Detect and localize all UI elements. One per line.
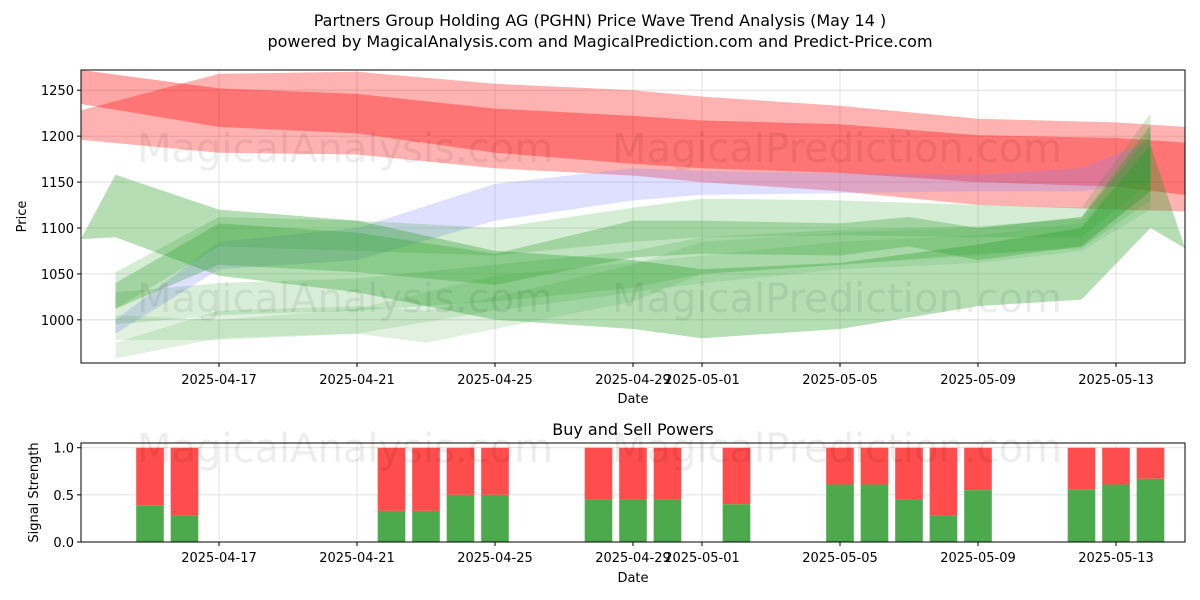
buy-bar xyxy=(170,515,199,542)
buy-bar xyxy=(964,490,992,542)
price-y-axis-label: Price xyxy=(15,201,30,233)
signal-chart-title: Buy and Sell Powers xyxy=(552,420,714,439)
signal-x-tick-label: 2025-05-13 xyxy=(1078,551,1154,566)
buy-bar xyxy=(826,484,854,542)
sell-bar xyxy=(619,447,647,500)
price-y-tick-label: 1000 xyxy=(41,314,74,329)
watermark-text: MagicalAnalysis.com xyxy=(137,126,553,172)
sell-bar xyxy=(860,447,889,485)
price-x-tick-label: 2025-04-25 xyxy=(457,373,533,388)
wave-band-green xyxy=(115,131,1151,325)
buy-bar xyxy=(1067,489,1096,542)
wave-band-green xyxy=(81,145,1185,339)
price-x-tick-label: 2025-05-05 xyxy=(802,373,878,388)
signal-y-axis-label: Signal Strength xyxy=(27,442,42,542)
signal-x-axis-label: Date xyxy=(617,571,648,586)
buy-bar xyxy=(481,494,509,542)
sell-bar xyxy=(722,447,751,505)
signal-panel: Buy and Sell Powers 2025-04-17 2025-04-21 2… xyxy=(27,420,1186,586)
wave-band-red xyxy=(81,71,1185,212)
wave-band-red xyxy=(81,70,1185,195)
signal-x-tick-label: 2025-04-29 xyxy=(595,551,671,566)
sell-bar xyxy=(826,447,854,485)
price-y-tick-label: 1100 xyxy=(41,222,74,237)
signal-x-tick-label: 2025-05-09 xyxy=(940,551,1016,566)
price-x-tick-label: 2025-05-01 xyxy=(664,373,740,388)
sell-bar xyxy=(584,447,613,500)
price-y-tick-label: 1050 xyxy=(41,268,74,283)
watermark-text: MagicalPrediction.com xyxy=(612,426,1062,472)
sell-bar xyxy=(136,447,164,506)
buy-bar xyxy=(412,510,440,542)
sell-bar xyxy=(964,447,992,491)
wave-band-green xyxy=(115,113,1151,309)
signal-x-tick-label: 2025-04-17 xyxy=(181,551,257,566)
sell-bar xyxy=(929,447,958,516)
price-x-tick-label: 2025-04-29 xyxy=(595,373,671,388)
buy-bar xyxy=(136,505,164,542)
chart-subtitle: powered by MagicalAnalysis.com and Magic… xyxy=(267,32,932,51)
price-y-tick-label: 1250 xyxy=(41,84,74,99)
buy-bar xyxy=(377,510,406,542)
sell-bar xyxy=(446,447,475,495)
sell-bar xyxy=(1136,447,1165,479)
buy-bar xyxy=(446,494,475,542)
watermark-layer: MagicalAnalysis.com MagicalPrediction.com… xyxy=(137,126,1062,472)
signal-x-tick-label: 2025-04-21 xyxy=(319,551,395,566)
sell-bar xyxy=(895,447,923,500)
signal-x-tick-label: 2025-05-01 xyxy=(664,551,740,566)
buy-bar xyxy=(584,499,613,542)
wave-band-green xyxy=(115,136,1151,359)
buy-bar xyxy=(895,499,923,542)
sell-bar xyxy=(1067,447,1096,490)
watermark-text: MagicalPrediction.com xyxy=(612,126,1062,172)
sell-bar xyxy=(170,447,199,516)
sell-bar xyxy=(377,447,406,511)
watermark-text: MagicalAnalysis.com xyxy=(137,276,553,322)
wave-band-green xyxy=(115,145,1151,340)
buy-bar xyxy=(1102,484,1130,542)
signal-y-tick-label: 0.5 xyxy=(53,489,74,504)
price-panel: 2025-04-17 2025-04-21 2025-04-25 2025-04-29… xyxy=(15,69,1186,407)
buy-bar xyxy=(929,515,958,542)
sell-bar xyxy=(1102,447,1130,485)
buy-bar xyxy=(1136,478,1165,542)
price-y-tick-label: 1150 xyxy=(41,176,74,191)
chart-title: Partners Group Holding AG (PGHN) Price W… xyxy=(314,11,886,30)
buy-bar xyxy=(860,484,889,542)
price-bands xyxy=(81,70,1185,359)
price-y-tick-label: 1200 xyxy=(41,130,74,145)
sell-bar xyxy=(481,447,509,495)
price-x-tick-label: 2025-05-09 xyxy=(940,373,1016,388)
sell-bar xyxy=(412,447,440,511)
signal-y-tick-label: 0.0 xyxy=(53,536,74,551)
watermark-text: MagicalAnalysis.com xyxy=(137,426,553,472)
price-x-tick-label: 2025-04-17 xyxy=(181,373,257,388)
buy-bar xyxy=(653,499,682,542)
sell-bar xyxy=(653,447,682,500)
price-x-tick-label: 2025-04-21 xyxy=(319,373,395,388)
price-x-tick-label: 2025-05-13 xyxy=(1078,373,1154,388)
signal-y-tick-label: 1.0 xyxy=(53,442,74,457)
signal-x-tick-label: 2025-04-25 xyxy=(457,551,533,566)
buy-bar xyxy=(619,499,647,542)
buy-bar xyxy=(722,504,751,542)
watermark-text: MagicalPrediction.com xyxy=(612,276,1062,322)
price-x-axis-label: Date xyxy=(617,392,648,407)
wave-band-blue xyxy=(115,140,1151,334)
signal-x-tick-label: 2025-05-05 xyxy=(802,551,878,566)
wave-band-green xyxy=(115,125,1151,309)
